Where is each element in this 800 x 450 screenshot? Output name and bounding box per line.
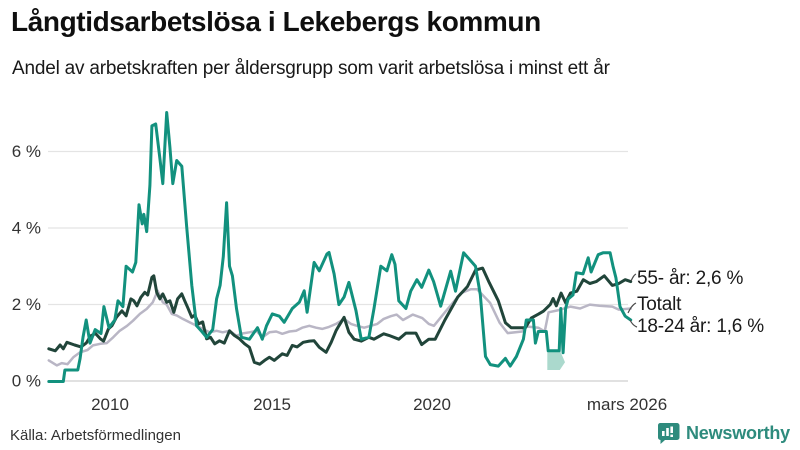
newsworthy-logo-icon <box>657 423 680 444</box>
connector-55ar <box>630 273 637 282</box>
newsworthy-brand-text: Newsworthy <box>685 423 790 443</box>
connector-18-24ar <box>629 319 638 328</box>
end-label-totalt: Totalt <box>637 294 682 315</box>
x-tick-2015: 2015 <box>253 395 291 414</box>
page-subtitle: Andel av arbetskraften per åldersgrupp s… <box>12 58 610 79</box>
series-line-18-24-ar <box>47 111 633 383</box>
x-tick-2010: 2010 <box>91 395 129 414</box>
y-tick-0: 0 % <box>12 372 41 391</box>
page-title: Långtidsarbetslösa i Lekebergs kommun <box>11 6 541 37</box>
x-tick-mars-2026: mars 2026 <box>587 395 667 414</box>
x-tick-2020: 2020 <box>413 395 451 414</box>
newsworthy-logo[interactable]: Newsworthy <box>657 422 790 445</box>
series-line-totalt <box>47 288 632 367</box>
connector-totalt <box>627 302 637 314</box>
y-tick-4: 4 % <box>12 219 41 238</box>
end-label-18-24-ar: 18-24 år: 1,6 % <box>637 316 764 337</box>
source-note: Källa: Arbetsförmedlingen <box>10 427 181 444</box>
end-label-55-ar: 55- år: 2,6 % <box>637 268 744 289</box>
y-tick-2: 2 % <box>12 295 41 314</box>
uncertainty-band <box>547 350 565 370</box>
y-tick-6: 6 % <box>12 142 41 161</box>
series-layer <box>47 111 633 383</box>
